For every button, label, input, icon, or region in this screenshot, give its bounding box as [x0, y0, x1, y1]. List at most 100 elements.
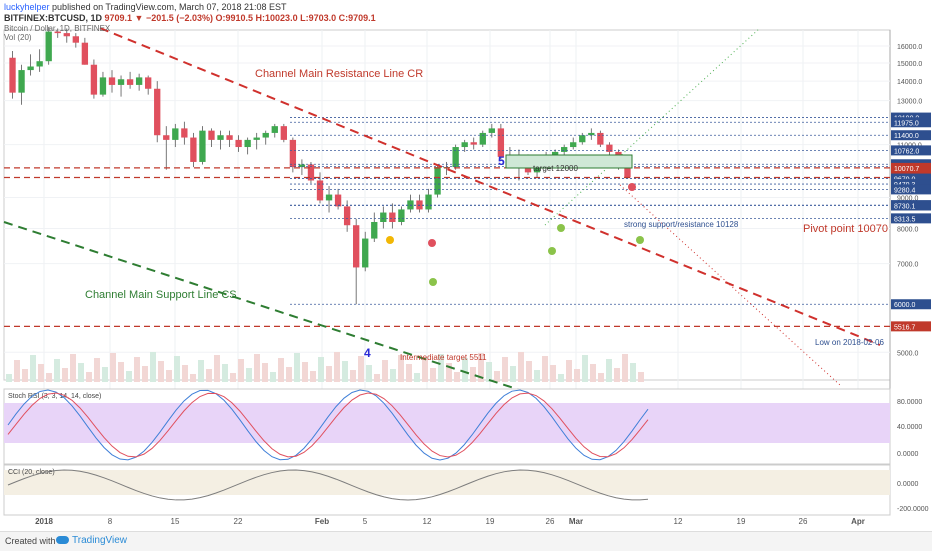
volume-bar [534, 370, 540, 382]
volume-bar [430, 368, 436, 382]
annotation-support-resistance: strong support/resistance 10128 [624, 220, 739, 229]
volume-bar [70, 354, 76, 382]
volume-bar [414, 373, 420, 382]
candle-body [497, 128, 505, 157]
candle-body [90, 64, 98, 95]
volume-bar [622, 354, 628, 382]
volume-bar [598, 373, 604, 382]
x-tick-label: 19 [737, 517, 746, 526]
volume-bar [278, 358, 284, 382]
candle-body [145, 77, 152, 89]
chart-title: Bitcoin / Dollar, 1D, BITFINEX [4, 24, 111, 33]
volume-bar [422, 359, 428, 382]
volume-bar [246, 368, 252, 382]
volume-bar [398, 355, 404, 382]
target-box [505, 154, 633, 169]
volume-label: Vol (20) [4, 33, 32, 42]
stoch-d-line [7, 392, 649, 458]
volume-bar [550, 365, 556, 382]
price-label-box [891, 173, 931, 184]
candle-body [190, 137, 197, 162]
volume-bar [494, 371, 500, 382]
volume-bar [214, 355, 220, 382]
projection-line-up [544, 27, 761, 226]
signal-marker [429, 278, 437, 286]
volume-bar [262, 363, 268, 382]
volume-bar [78, 363, 84, 382]
signal-marker [628, 183, 636, 191]
signal-marker [548, 247, 556, 255]
candle-body [199, 130, 206, 162]
stoch-tick-label: 80.0000 [897, 399, 922, 406]
candle-body [208, 130, 215, 140]
candle-body [181, 128, 188, 138]
annotation-low: Low on 2018-02-06 [815, 338, 884, 347]
price-label: 10070.7 [894, 166, 919, 173]
y-tick-label: 9000.0 [897, 195, 919, 202]
candle-body [135, 77, 143, 85]
candle-body [81, 42, 89, 65]
x-tick-label: 8 [108, 517, 113, 526]
volume-bar [174, 356, 180, 382]
volume-bar [406, 364, 412, 382]
candle-body [434, 167, 441, 195]
volume-bar [334, 352, 340, 382]
volume-bar [222, 364, 228, 382]
signal-marker [557, 224, 565, 232]
annotation-intermediate: Intermediate target 5511 [400, 353, 487, 362]
candle-body [461, 142, 468, 148]
volume-bar [558, 374, 564, 382]
volume-bar [374, 374, 380, 382]
volume-bar [110, 353, 116, 382]
volume-bar [518, 352, 524, 382]
volume-bar [462, 358, 468, 382]
tradingview-brand[interactable]: TradingView [56, 535, 127, 546]
volume-bar [94, 358, 100, 382]
x-tick-label: Feb [315, 517, 329, 526]
volume-bar [134, 357, 140, 382]
volume-bar [638, 372, 644, 382]
candle-body [334, 194, 342, 207]
volume-bar [326, 366, 332, 382]
candle-body [54, 31, 61, 34]
candle-body [371, 221, 378, 239]
candle-body [307, 164, 315, 181]
volume-bar [510, 366, 516, 382]
candle-body [36, 61, 43, 67]
candle-body [45, 31, 52, 62]
volume-bar [46, 373, 52, 382]
volume-bar [590, 364, 596, 382]
candle-body [452, 147, 459, 168]
candle-body [18, 70, 25, 93]
x-tick-label: 19 [486, 517, 495, 526]
candle-body [172, 128, 179, 140]
candle-body [470, 142, 477, 145]
created-with-label: Created with [5, 536, 56, 546]
volume-bar [102, 367, 108, 382]
volume-bar [30, 355, 36, 382]
volume-bar [302, 362, 308, 382]
candle-body [362, 238, 369, 268]
price-label-box [891, 213, 931, 224]
volume-bar [366, 365, 372, 382]
x-tick-label: 5 [363, 517, 368, 526]
annotation-pivot: Pivot point 10070 [803, 223, 888, 235]
signal-marker [386, 236, 394, 244]
price-label-box [891, 184, 931, 195]
candle-body [163, 135, 170, 140]
annotation-target: target 12000 [533, 164, 578, 173]
candle-body [271, 126, 278, 133]
cci-tick-label: 0.0000 [897, 481, 919, 488]
price-label: 6000.0 [894, 302, 916, 309]
x-tick-label: 12 [423, 517, 432, 526]
candle-body [353, 225, 360, 268]
candle-body [244, 139, 251, 148]
price-label: 10762.0 [894, 148, 919, 155]
y-tick-label: 5000.0 [897, 350, 919, 357]
author-link[interactable]: luckyhelper [4, 2, 50, 12]
candle-body [398, 209, 405, 222]
volume-bar [198, 360, 204, 382]
candle-body [235, 139, 242, 148]
volume-bar [606, 359, 612, 382]
